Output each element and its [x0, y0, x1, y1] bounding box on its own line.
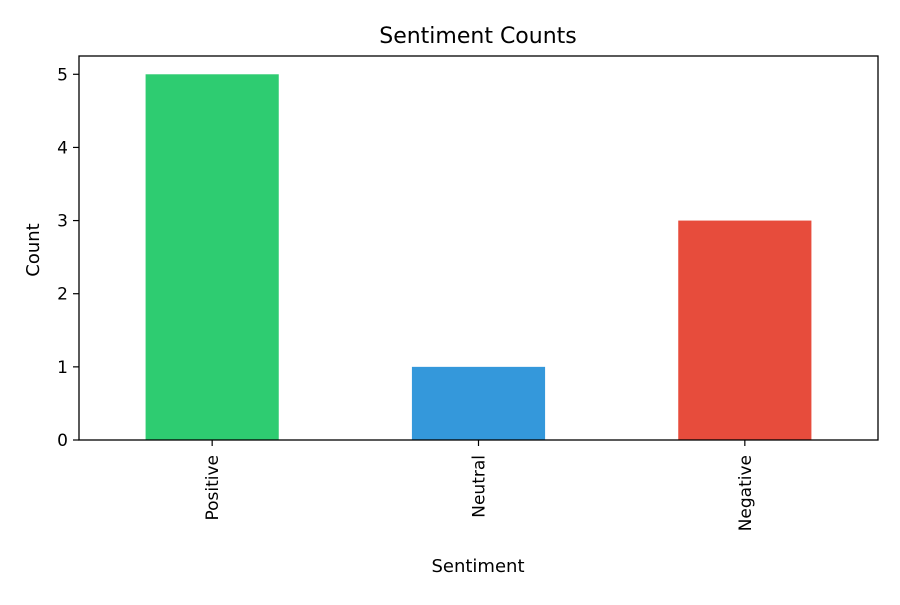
y-tick-label: 4 — [57, 138, 68, 158]
y-tick-label: 0 — [57, 431, 68, 451]
x-axis-label: Sentiment — [431, 556, 524, 577]
plot-frame — [78, 55, 879, 441]
x-tick-label: Neutral — [470, 455, 490, 518]
y-tick-label: 2 — [57, 285, 68, 305]
y-axis-ticks: 0 1 2 3 4 5 — [57, 65, 79, 451]
y-tick-label: 5 — [57, 65, 68, 85]
chart-title: Sentiment Counts — [379, 24, 577, 49]
x-tick-label: Positive — [203, 455, 223, 521]
bar-negative — [678, 220, 812, 440]
bars-layer — [145, 74, 812, 441]
bar-neutral — [411, 366, 546, 440]
y-tick-label: 1 — [57, 358, 68, 378]
x-axis-ticks: Positive Neutral Negative — [203, 440, 756, 531]
y-tick-label: 3 — [57, 212, 68, 232]
bar-positive — [145, 74, 279, 441]
y-axis-label: Count — [23, 223, 44, 276]
x-tick-label: Negative — [736, 455, 756, 531]
